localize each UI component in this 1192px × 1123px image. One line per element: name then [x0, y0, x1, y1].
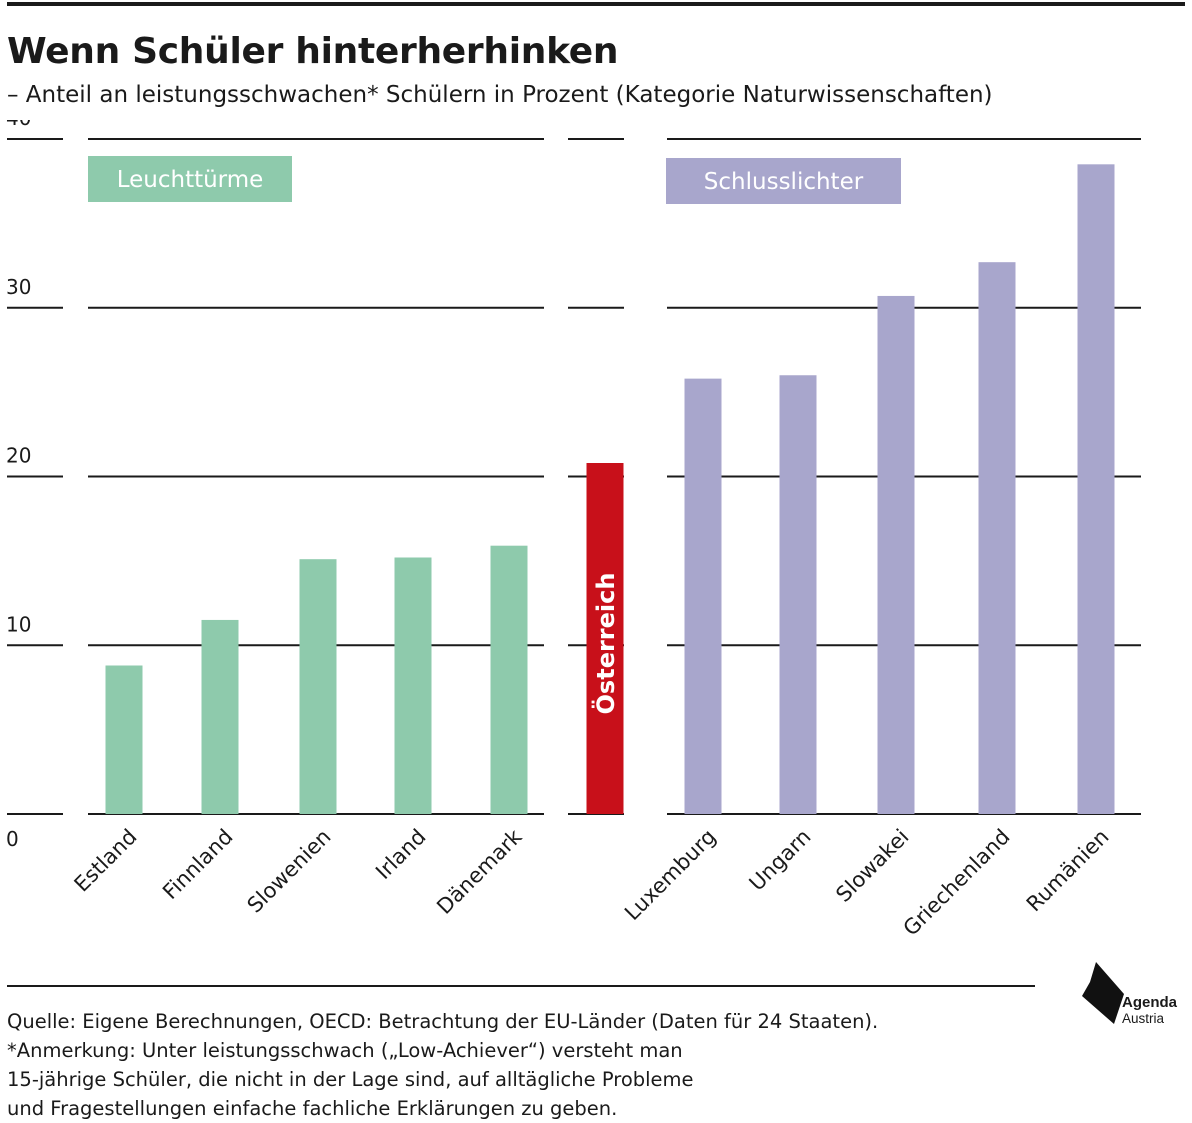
bar-estland — [105, 665, 143, 814]
bottom-rule — [7, 985, 1035, 987]
x-tick-label: Finnland — [158, 825, 237, 904]
group-labels: Leuchttürme Schlusslichter — [88, 156, 901, 204]
x-axis-labels: Estland Finnland Slowenien Irland Dänemark Lu… — [70, 824, 1114, 941]
y-tick-label: 10 — [6, 612, 31, 636]
top-rule — [7, 2, 1185, 6]
bar-dänemark — [490, 545, 528, 814]
bar-finnland — [201, 619, 239, 814]
group-label-box — [666, 158, 901, 204]
y-tick-label: 0 — [6, 827, 19, 851]
y-tick-label: 30 — [6, 275, 31, 299]
bar-irland — [394, 557, 432, 814]
x-tick-label: Estland — [70, 825, 142, 897]
x-tick-label: Griechenland — [899, 825, 1015, 941]
x-tick-label: Dänemark — [432, 824, 527, 919]
chart-subtitle: – Anteil an leistungsschwachen* Schülern… — [7, 82, 993, 108]
bar-luxemburg — [684, 378, 722, 814]
logo-name: Agenda — [1122, 994, 1178, 1011]
y-axis-ticks: 0 10 20 30 40 — [6, 120, 31, 851]
bar-label-oesterreich: Österreich — [590, 573, 620, 715]
group-label-box — [88, 156, 292, 202]
y-tick-label: 40 — [6, 120, 31, 130]
chart-title: Wenn Schüler hinterherhinken — [7, 31, 619, 72]
y-tick-label: 20 — [6, 444, 31, 468]
annotation-line-3: und Fragestellungen einfache fachliche E… — [7, 1097, 618, 1120]
group-label: Leuchttürme — [117, 167, 264, 193]
bar-slowakei — [877, 295, 915, 814]
agenda-austria-logo-icon — [1082, 962, 1124, 1024]
agenda-austria-logo[interactable]: Agenda Austria — [1080, 960, 1190, 1030]
bar-rumänien — [1077, 164, 1115, 814]
annotation-line-2: 15-jährige Schüler, die nicht in der Lag… — [7, 1068, 694, 1091]
gridlines — [7, 138, 1141, 815]
annotation-line-1: *Anmerkung: Unter leistungsschwach („Low… — [7, 1039, 683, 1062]
x-tick-label: Ungarn — [745, 825, 816, 896]
bars: Österreich — [105, 164, 1115, 814]
logo-subtitle: Austria — [1122, 1011, 1165, 1026]
x-tick-label: Irland — [371, 825, 431, 885]
source-note: Quelle: Eigene Berechnungen, OECD: Betra… — [7, 1010, 879, 1033]
group-label: Schlusslichter — [704, 169, 864, 195]
bar-ungarn — [779, 375, 817, 814]
x-tick-label: Rumänien — [1022, 825, 1114, 917]
bar-griechenland — [978, 262, 1016, 814]
x-tick-label: Slowakei — [831, 825, 913, 907]
x-tick-label: Luxemburg — [620, 825, 720, 925]
bar-slowenien — [299, 559, 337, 814]
x-tick-label: Slowenien — [243, 825, 336, 918]
bar-chart: 0 10 20 30 40 Österreich Leuchttürme Schlussl… — [6, 120, 1141, 941]
footnote: Quelle: Eigene Berechnungen, OECD: Betra… — [7, 1007, 1057, 1123]
bar-österreich — [586, 463, 624, 814]
